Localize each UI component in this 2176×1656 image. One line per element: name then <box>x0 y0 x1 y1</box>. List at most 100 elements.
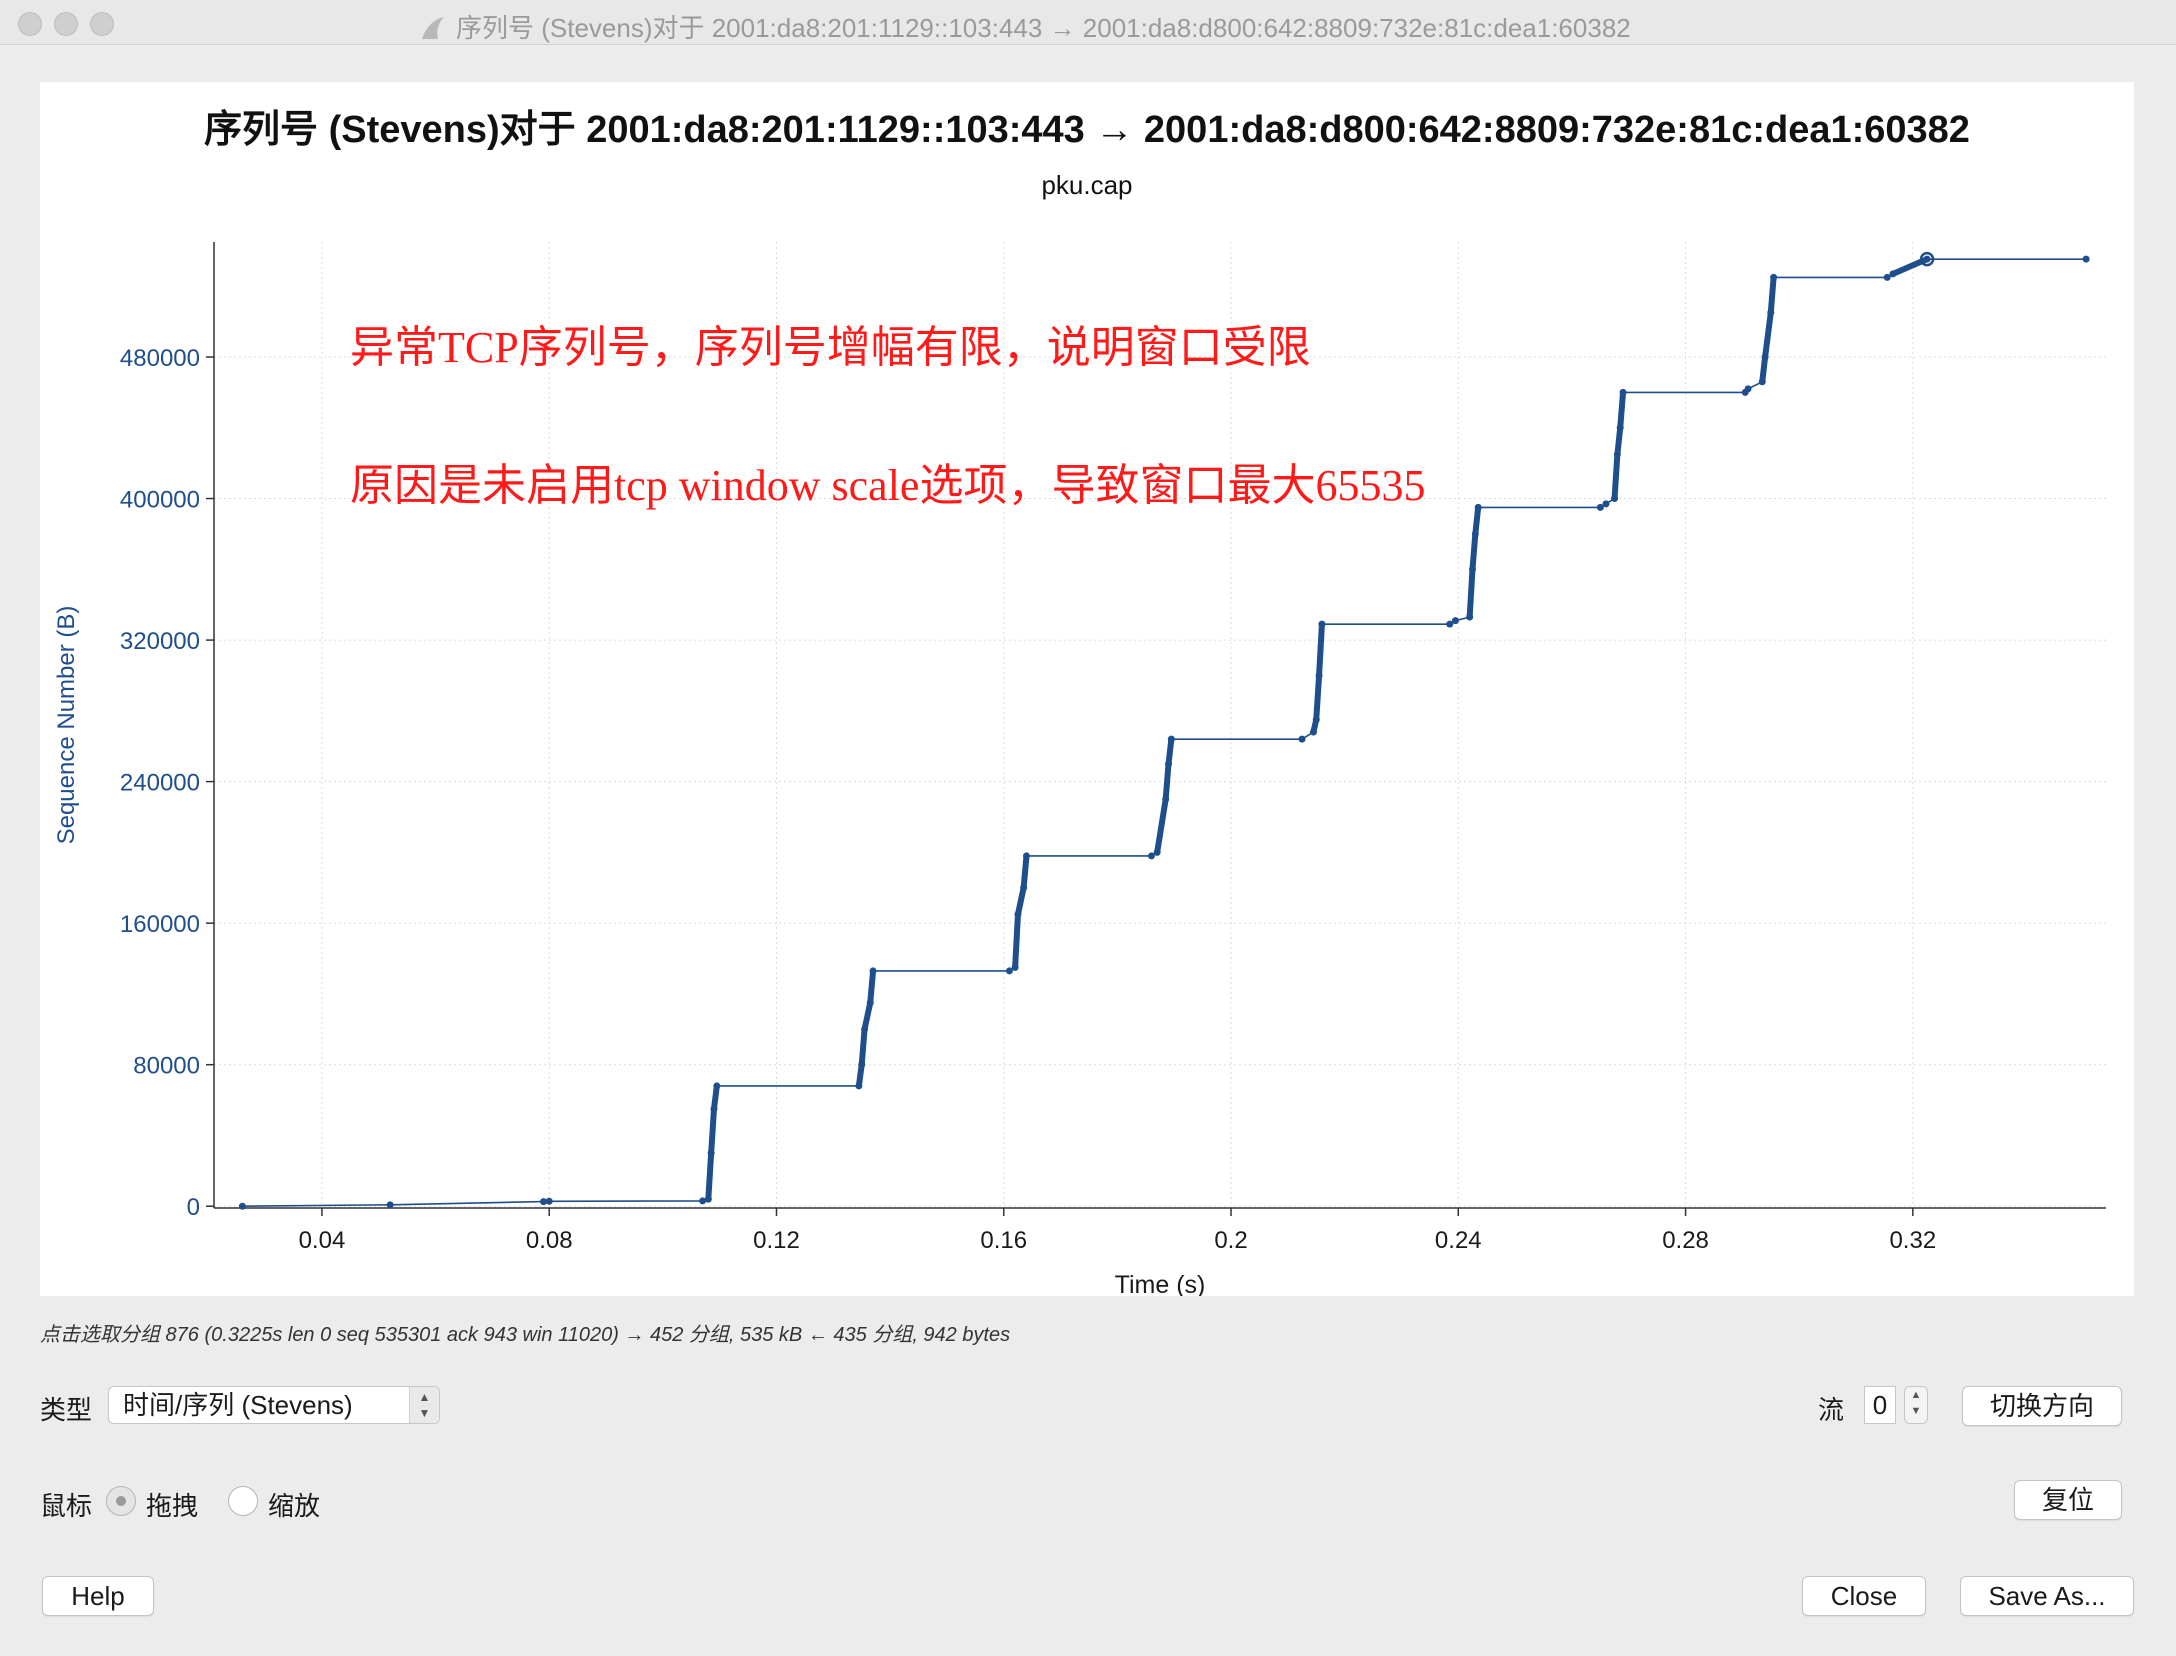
x-tick-label: 0.12 <box>753 1227 800 1254</box>
data-point[interactable] <box>1446 620 1454 628</box>
selected-point-marker[interactable] <box>1919 251 1935 267</box>
data-point[interactable] <box>1309 728 1317 736</box>
data-point[interactable] <box>1758 378 1766 386</box>
segment-burst <box>1466 566 1476 621</box>
stream-stepper-icon[interactable]: ▲ ▼ <box>1904 1386 1928 1424</box>
segment-burst <box>1767 274 1777 316</box>
data-point[interactable] <box>1147 852 1155 860</box>
data-point[interactable] <box>1315 671 1323 679</box>
data-point[interactable] <box>713 1082 721 1090</box>
segment-burst <box>861 999 874 1033</box>
segment-burst <box>855 1061 865 1089</box>
annotation-line-1: 异常TCP序列号，序列号增幅有限，说明窗口受限 <box>350 323 1311 372</box>
y-tick-label: 400000 <box>120 487 200 514</box>
data-point[interactable] <box>1619 388 1627 396</box>
data-point[interactable] <box>855 1082 863 1090</box>
data-point[interactable] <box>1466 613 1474 621</box>
data-point[interactable] <box>1471 530 1479 538</box>
data-point[interactable] <box>1312 716 1320 724</box>
data-point[interactable] <box>1011 963 1019 971</box>
data-point[interactable] <box>2082 255 2090 263</box>
segment-burst <box>1316 621 1325 679</box>
data-point[interactable] <box>1611 495 1619 503</box>
help-button[interactable]: Help <box>42 1576 154 1616</box>
mouse-label: 鼠标 <box>40 1491 93 1521</box>
x-axis-label: Time (s) <box>1115 1271 1206 1296</box>
x-tick-label: 0.32 <box>1889 1227 1936 1254</box>
data-point[interactable] <box>1889 270 1897 278</box>
plot-panel[interactable]: 序列号 (Stevens)对于 2001:da8:201:1129::103:4… <box>40 82 2134 1296</box>
y-tick-label: 160000 <box>120 911 200 938</box>
x-tick-label: 0.16 <box>980 1227 1027 1254</box>
segment-burst <box>867 967 877 1006</box>
status-text: 点击选取分组 876 (0.3225s len 0 seq 535301 ack… <box>40 1324 1011 1346</box>
data-point[interactable] <box>1298 735 1306 743</box>
data-point[interactable] <box>1613 450 1621 458</box>
segment-burst <box>1472 504 1482 537</box>
stream-input[interactable]: 0 <box>1864 1386 1896 1424</box>
data-point[interactable] <box>1165 760 1173 768</box>
segment-burst <box>1762 309 1774 360</box>
x-tick-label: 0.24 <box>1435 1227 1482 1254</box>
data-point[interactable] <box>540 1198 548 1206</box>
data-point[interactable] <box>707 1149 715 1157</box>
segment-burst <box>1759 354 1769 385</box>
data-point[interactable] <box>1451 617 1459 625</box>
switch-direction-button[interactable]: 切换方向 <box>1962 1386 2122 1426</box>
segment-burst <box>1014 884 1027 918</box>
data-point[interactable] <box>1162 795 1170 803</box>
annotation-line-2: 原因是未启用tcp window scale选项，导致窗口最大65535 <box>350 461 1425 510</box>
save-as-button[interactable]: Save As... <box>1960 1576 2134 1616</box>
segment-burst <box>1469 530 1479 573</box>
data-point[interactable] <box>1474 503 1482 511</box>
select-arrows-icon: ▲ ▼ <box>409 1387 439 1423</box>
data-point[interactable] <box>1005 967 1013 975</box>
data-point[interactable] <box>1020 884 1028 892</box>
data-point[interactable] <box>1014 910 1022 918</box>
data-point[interactable] <box>1468 565 1476 573</box>
segment-burst <box>705 1150 715 1203</box>
data-point[interactable] <box>866 999 874 1007</box>
data-point[interactable] <box>1744 385 1752 393</box>
drag-radio-label[interactable]: 拖拽 <box>146 1491 199 1521</box>
data-point[interactable] <box>861 1025 869 1033</box>
zoom-window-icon[interactable] <box>90 12 114 36</box>
data-point[interactable] <box>1167 735 1175 743</box>
data-point[interactable] <box>1616 424 1624 432</box>
data-point[interactable] <box>238 1202 246 1210</box>
data-point[interactable] <box>858 1061 866 1069</box>
close-button[interactable]: Close <box>1802 1576 1926 1616</box>
y-tick-label: 240000 <box>120 770 200 797</box>
data-point[interactable] <box>699 1197 707 1205</box>
sequence-chart[interactable]: 0.04 0.08 0.12 0.16 0.2 0.24 0.28 0.32 0 80000 160… <box>40 82 2134 1296</box>
reset-button[interactable]: 复位 <box>2014 1480 2122 1520</box>
zoom-radio[interactable] <box>228 1486 258 1516</box>
data-point[interactable] <box>1022 852 1030 860</box>
segment-burst <box>710 1082 720 1112</box>
segment-burst <box>1012 911 1021 971</box>
chart-subtitle: pku.cap <box>1041 170 1133 200</box>
data-point[interactable] <box>386 1201 394 1209</box>
drag-radio[interactable] <box>106 1486 136 1516</box>
minimize-window-icon[interactable] <box>54 12 78 36</box>
zoom-radio-label[interactable]: 缩放 <box>268 1491 321 1521</box>
window-title: 序列号 (Stevens)对于 2001:da8:201:1129::103:4… <box>420 8 1631 45</box>
data-point[interactable] <box>1596 503 1604 511</box>
x-tick-label: 0.28 <box>1662 1227 1709 1254</box>
data-point[interactable] <box>704 1195 712 1203</box>
data-point[interactable] <box>1767 309 1775 317</box>
graph-type-select[interactable]: 时间/序列 (Stevens) ▲ ▼ <box>108 1386 440 1424</box>
segment-burst <box>858 1026 868 1068</box>
data-point[interactable] <box>1770 273 1778 281</box>
data-point[interactable] <box>1153 848 1161 856</box>
data-point[interactable] <box>545 1197 553 1205</box>
graph-type-value: 时间/序列 (Stevens) <box>123 1390 353 1420</box>
data-point[interactable] <box>1883 273 1891 281</box>
data-point[interactable] <box>1923 255 1931 263</box>
data-point[interactable] <box>1761 353 1769 361</box>
data-point[interactable] <box>869 967 877 975</box>
data-point[interactable] <box>1318 620 1326 628</box>
data-point[interactable] <box>710 1105 718 1113</box>
close-window-icon[interactable] <box>18 12 42 36</box>
data-point[interactable] <box>1602 500 1610 508</box>
